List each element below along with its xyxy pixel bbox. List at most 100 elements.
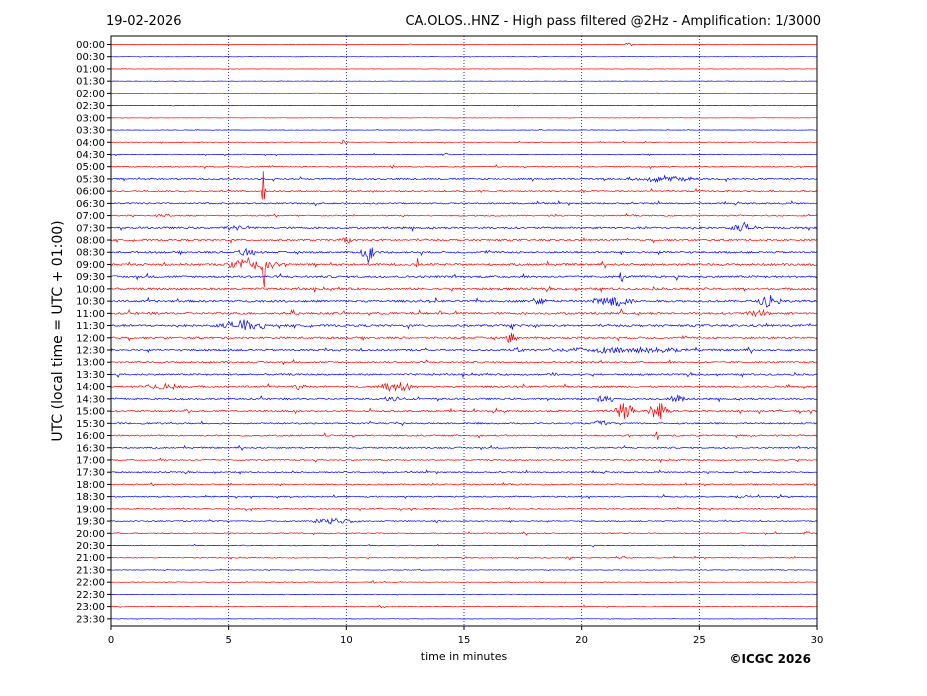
trace-02:00 — [111, 92, 818, 95]
y-tick-label: 07:30 — [76, 223, 105, 234]
trace-13:00 — [110, 358, 818, 366]
trace-09:30 — [110, 272, 818, 282]
date-label: 19-02-2026 — [106, 14, 182, 29]
trace-20:30 — [110, 543, 818, 548]
y-tick-label: 09:00 — [76, 260, 105, 271]
y-tick-label: 21:00 — [76, 553, 105, 564]
trace-21:00 — [110, 555, 818, 561]
y-tick-label: 01:00 — [76, 64, 105, 75]
y-tick-label: 08:30 — [76, 248, 105, 259]
trace-08:30 — [110, 247, 818, 264]
y-tick-label: 09:30 — [76, 272, 105, 283]
y-tick-label: 18:30 — [76, 492, 105, 503]
trace-07:30 — [110, 221, 818, 232]
y-tick-label: 15:30 — [76, 419, 105, 430]
trace-08:00 — [110, 236, 818, 244]
x-axis: 0 5 10 15 20 25 30 — [108, 626, 824, 646]
trace-17:00 — [110, 457, 818, 463]
y-tick-label: 04:30 — [76, 150, 105, 161]
trace-00:30 — [110, 55, 818, 58]
x-tick-label: 30 — [811, 635, 824, 646]
x-tick-label: 20 — [575, 635, 588, 646]
y-tick-label: 11:30 — [76, 321, 105, 332]
trace-09:00 — [110, 256, 817, 288]
y-tick-label: 21:30 — [76, 565, 105, 576]
y-tick-label: 02:30 — [76, 101, 105, 112]
trace-10:30 — [110, 295, 818, 308]
copyright-label: ©ICGC 2026 — [729, 652, 811, 666]
trace-07:00 — [110, 213, 818, 218]
trace-23:00 — [110, 604, 817, 609]
y-tick-label: 00:30 — [76, 52, 105, 63]
trace-14:30 — [110, 393, 818, 403]
trace-15:00 — [110, 403, 818, 420]
y-tick-label: 10:00 — [76, 284, 105, 295]
trace-rows — [110, 42, 818, 620]
x-tick-label: 25 — [693, 635, 706, 646]
trace-17:30 — [110, 469, 818, 475]
y-tick-label: 16:30 — [76, 443, 105, 454]
trace-20:00 — [110, 530, 818, 536]
y-tick-label: 17:30 — [76, 468, 105, 479]
y-tick-label: 03:30 — [76, 126, 105, 137]
y-tick-label: 19:30 — [76, 517, 105, 528]
trace-21:30 — [111, 568, 818, 572]
trace-16:00 — [110, 431, 818, 440]
y-tick-label: 18:00 — [76, 480, 105, 491]
y-tick-label: 14:00 — [76, 382, 105, 393]
y-tick-label: 08:00 — [76, 236, 105, 247]
trace-11:30 — [110, 319, 818, 331]
y-tick-label: 13:30 — [76, 370, 105, 381]
y-axis-label: UTC (local time = UTC + 01:00) — [50, 220, 66, 441]
y-tick-label: 10:30 — [76, 297, 105, 308]
y-tick-label: 04:00 — [76, 138, 105, 149]
trace-19:30 — [110, 517, 818, 525]
trace-12:00 — [110, 332, 818, 344]
trace-22:30 — [110, 593, 818, 596]
trace-14:00 — [110, 382, 818, 393]
trace-04:30 — [110, 152, 818, 157]
y-tick-label: 05:30 — [76, 174, 105, 185]
trace-15:30 — [110, 420, 818, 427]
trace-01:30 — [110, 80, 818, 83]
x-tick-label: 10 — [340, 635, 353, 646]
trace-16:30 — [110, 444, 818, 452]
trace-03:00 — [111, 116, 818, 119]
x-tick-label: 5 — [225, 635, 231, 646]
y-tick-label: 07:00 — [76, 211, 105, 222]
y-tick-label: 23:00 — [76, 602, 105, 613]
trace-18:30 — [110, 493, 818, 500]
trace-23:30 — [110, 617, 818, 620]
y-tick-label: 06:00 — [76, 187, 105, 198]
trace-05:00 — [110, 164, 818, 170]
x-axis-label: time in minutes — [421, 650, 508, 663]
x-tick-label: 15 — [458, 635, 471, 646]
trace-22:00 — [110, 580, 818, 584]
y-tick-label: 02:00 — [76, 89, 105, 100]
trace-11:00 — [110, 308, 817, 318]
y-tick-label: 20:00 — [76, 529, 105, 540]
y-tick-label: 03:00 — [76, 113, 105, 124]
y-tick-label: 00:00 — [76, 40, 105, 51]
y-tick-label: 15:00 — [76, 407, 105, 418]
trace-12:30 — [110, 345, 818, 355]
trace-10:00 — [110, 285, 818, 293]
y-tick-label: 23:30 — [76, 614, 105, 625]
trace-13:30 — [110, 371, 818, 379]
y-tick-label: 12:00 — [76, 333, 105, 344]
trace-19:00 — [110, 506, 818, 512]
y-tick-label: 13:00 — [76, 358, 105, 369]
trace-02:30 — [111, 104, 818, 107]
chart-title: CA.OLOS..HNZ - High pass filtered @2Hz -… — [405, 14, 821, 29]
trace-06:30 — [110, 199, 818, 207]
trace-03:30 — [110, 128, 818, 131]
y-tick-label: 17:00 — [76, 455, 105, 466]
vertical-grid — [228, 36, 700, 626]
trace-01:00 — [111, 68, 818, 70]
y-tick-label: 14:30 — [76, 394, 105, 405]
trace-00:00 — [111, 42, 817, 47]
x-tick-label: 0 — [108, 635, 114, 646]
trace-04:00 — [110, 139, 818, 145]
